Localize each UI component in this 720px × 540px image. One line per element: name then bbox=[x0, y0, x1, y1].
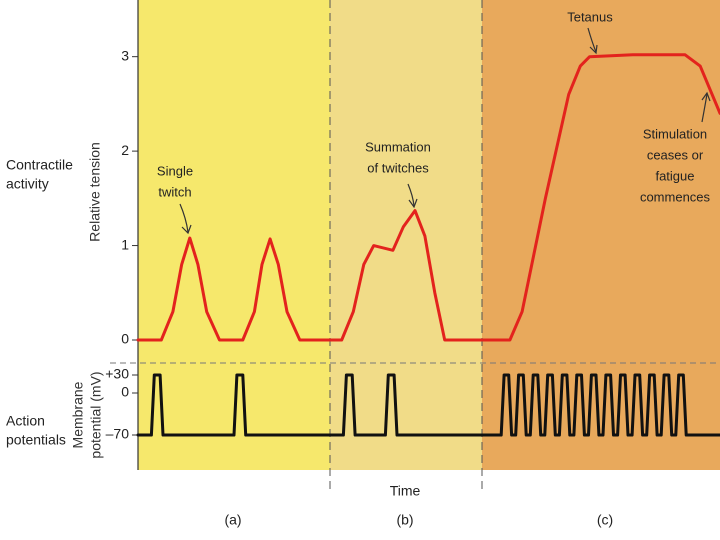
y-axis-label: potential (mV) bbox=[88, 371, 104, 458]
annotation: Single bbox=[157, 163, 193, 178]
y-tick-label: 1 bbox=[121, 236, 129, 252]
arrow-head bbox=[181, 224, 192, 235]
arrow bbox=[179, 203, 189, 233]
region-a bbox=[138, 0, 330, 470]
y-tick-label: +30 bbox=[105, 366, 129, 382]
region-b bbox=[330, 0, 482, 470]
row-label: Contractile bbox=[6, 157, 73, 173]
series-line bbox=[136, 373, 720, 437]
y-tick-label: 0 bbox=[121, 384, 129, 400]
arrow bbox=[701, 93, 708, 123]
y-tick-label: 2 bbox=[121, 142, 129, 158]
annotation: fatigue bbox=[655, 168, 694, 183]
arrow-head bbox=[701, 91, 711, 102]
panel-label: (a) bbox=[224, 512, 241, 528]
panel-label: (b) bbox=[396, 512, 413, 528]
arrow-head bbox=[408, 198, 418, 209]
row-label: potentials bbox=[6, 432, 66, 448]
annotation: of twitches bbox=[367, 160, 429, 175]
annotation: Tetanus bbox=[567, 9, 613, 24]
arrow-head bbox=[589, 44, 598, 55]
x-axis-label: Time bbox=[390, 483, 421, 499]
annotation: twitch bbox=[158, 184, 191, 199]
series-line bbox=[136, 53, 720, 342]
y-axis-label: Relative tension bbox=[87, 142, 103, 242]
annotation: ceases or bbox=[647, 147, 704, 162]
y-tick-label: 0 bbox=[121, 331, 129, 347]
y-axis-label: Membrane bbox=[70, 381, 86, 448]
annotation: commences bbox=[640, 189, 711, 204]
arrows bbox=[179, 27, 711, 235]
panel-label: (c) bbox=[597, 512, 613, 528]
annotation: Summation bbox=[365, 139, 431, 154]
y-tick-label: –70 bbox=[106, 426, 130, 442]
arrow bbox=[587, 27, 597, 53]
arrow bbox=[407, 183, 415, 207]
row-label: activity bbox=[6, 176, 49, 192]
region-c bbox=[482, 0, 720, 470]
row-label: Action bbox=[6, 413, 45, 429]
y-tick-label: 3 bbox=[121, 47, 129, 63]
annotation: Stimulation bbox=[643, 126, 707, 141]
